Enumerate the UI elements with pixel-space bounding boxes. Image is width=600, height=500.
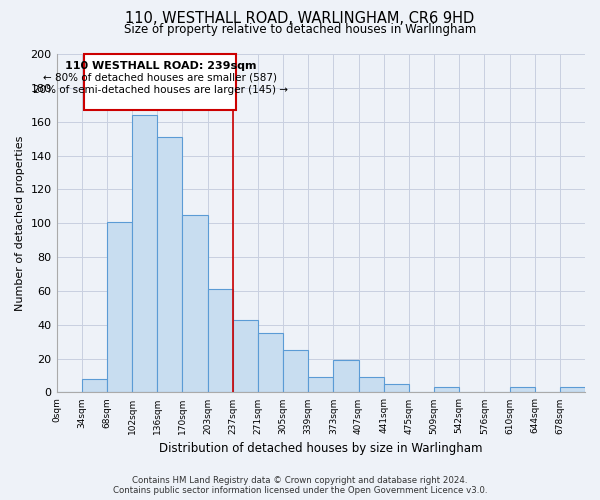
Bar	[84, 54, 236, 110]
X-axis label: Distribution of detached houses by size in Warlingham: Distribution of detached houses by size …	[159, 442, 482, 455]
Bar	[308, 377, 334, 392]
Bar	[434, 388, 459, 392]
Bar	[334, 360, 359, 392]
Bar	[82, 379, 107, 392]
Text: 110, WESTHALL ROAD, WARLINGHAM, CR6 9HD: 110, WESTHALL ROAD, WARLINGHAM, CR6 9HD	[125, 11, 475, 26]
Bar	[509, 388, 535, 392]
Bar	[383, 384, 409, 392]
Bar	[283, 350, 308, 393]
Bar	[157, 137, 182, 392]
Text: Size of property relative to detached houses in Warlingham: Size of property relative to detached ho…	[124, 22, 476, 36]
Text: 110 WESTHALL ROAD: 239sqm: 110 WESTHALL ROAD: 239sqm	[65, 61, 256, 71]
Y-axis label: Number of detached properties: Number of detached properties	[15, 136, 25, 311]
Text: ← 80% of detached houses are smaller (587): ← 80% of detached houses are smaller (58…	[43, 72, 277, 83]
Bar	[182, 215, 208, 392]
Bar	[107, 222, 132, 392]
Bar	[560, 388, 585, 392]
Text: Contains HM Land Registry data © Crown copyright and database right 2024.
Contai: Contains HM Land Registry data © Crown c…	[113, 476, 487, 495]
Bar	[132, 115, 157, 392]
Text: 20% of semi-detached houses are larger (145) →: 20% of semi-detached houses are larger (…	[33, 86, 288, 96]
Bar	[233, 320, 258, 392]
Bar	[258, 333, 283, 392]
Bar	[208, 289, 233, 393]
Bar	[359, 377, 383, 392]
